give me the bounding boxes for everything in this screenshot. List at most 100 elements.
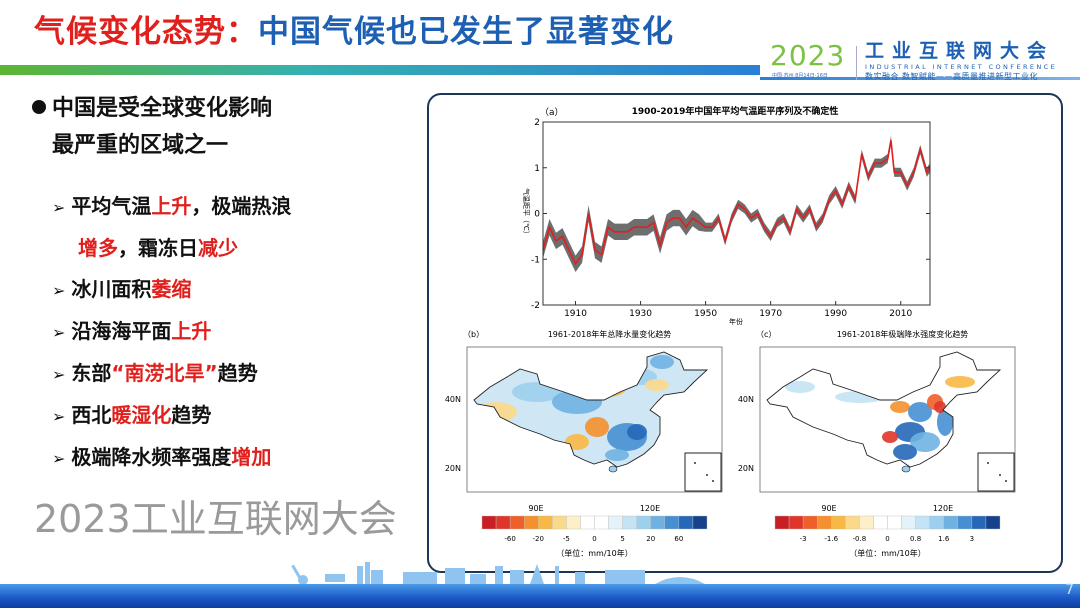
colorbar-swatch bbox=[887, 515, 902, 530]
colorbar-swatch bbox=[636, 515, 651, 530]
bullet-text: 平均气温 bbox=[71, 194, 152, 218]
trend-patch bbox=[605, 449, 629, 461]
colorbar-swatch bbox=[650, 515, 666, 530]
sub-bullet: ➢ 冰川面积萎缩 bbox=[32, 269, 291, 311]
colorbar-swatch bbox=[594, 515, 609, 530]
x-tick-label: 1950 bbox=[694, 309, 717, 319]
lat-label: 20N bbox=[738, 464, 754, 473]
bullet-text: 西北 bbox=[71, 403, 112, 427]
colorbar-swatch bbox=[774, 515, 790, 530]
x-tick-label: 1930 bbox=[629, 309, 652, 319]
page-number: 7 bbox=[1065, 582, 1074, 598]
temperature-series-line bbox=[542, 140, 931, 266]
bullet-text: 上升 bbox=[151, 194, 192, 218]
bullet-list: 中国是受全球变化影响 最严重的区域之一 ➢ 平均气温上升，极端热浪 增多，霜冻日减少… bbox=[32, 90, 291, 479]
slide-title: 气候变化态势：中国气候也已发生了显著变化 bbox=[34, 14, 674, 50]
trend-patch bbox=[627, 424, 647, 440]
sub-bullet: ➢ 平均气温上升，极端热浪 bbox=[32, 186, 291, 228]
colorbar-tick-label: -5 bbox=[563, 535, 570, 543]
china-border bbox=[766, 351, 1002, 468]
colorbar-swatch bbox=[859, 515, 874, 530]
map-label: （b） bbox=[463, 330, 484, 339]
logo-english: INDUSTRIAL INTERNET CONFERENCE bbox=[865, 63, 1058, 71]
colorbar-unit: （单位：mm/10年） bbox=[556, 548, 632, 558]
trend-patch bbox=[908, 402, 932, 422]
colorbar-swatch bbox=[495, 515, 511, 530]
colorbar-swatch bbox=[538, 515, 553, 530]
colorbar-tick-label: 5 bbox=[620, 535, 624, 543]
bullet-text: 暖湿化 bbox=[111, 403, 172, 427]
south-china-sea-inset bbox=[684, 452, 722, 492]
y-tick-label: 1 bbox=[534, 164, 540, 174]
bullet-text: “南涝北旱” bbox=[111, 361, 218, 385]
extreme-precipitation-map: （c） 1961-2018年极端降水强度变化趋势 40N 20N 90E 120E -3 -1… bbox=[738, 329, 1016, 558]
trend-patch bbox=[937, 408, 953, 436]
x-tick-label: 1970 bbox=[759, 309, 782, 319]
y-axis-label: 气温距平（℃） bbox=[522, 188, 531, 238]
colorbar-swatch bbox=[552, 515, 567, 530]
bullet-text: ，霜冻日 bbox=[118, 236, 198, 260]
colorbar-swatch bbox=[802, 515, 818, 530]
x-axis-label: 年份 bbox=[729, 317, 743, 326]
bullet-text: 趋势 bbox=[171, 403, 212, 427]
x-tick-label: 1910 bbox=[564, 309, 587, 319]
temperature-anomaly-chart: （a） 1900-2019年中国年平均气温距平序列及不确定性 1910 1930 195… bbox=[522, 105, 931, 326]
footer-band bbox=[0, 584, 1080, 608]
arrow-bullet-icon: ➢ bbox=[52, 323, 66, 342]
logo-year: 2023 bbox=[770, 39, 846, 72]
colorbar-tick-label: -20 bbox=[533, 535, 544, 543]
arrow-bullet-icon: ➢ bbox=[52, 407, 66, 426]
colorbar-swatch bbox=[692, 515, 708, 530]
island-dot bbox=[706, 474, 708, 476]
y-tick-label: 0 bbox=[534, 210, 540, 220]
colorbar-swatch bbox=[509, 515, 525, 530]
colorbar-tick-label: -3 bbox=[800, 535, 807, 543]
x-tick-label: 2010 bbox=[889, 309, 912, 319]
colorbar-tick-label: -1.6 bbox=[824, 535, 838, 543]
lon-label: 90E bbox=[821, 504, 836, 513]
china-region bbox=[767, 352, 1000, 467]
colorbar-swatch bbox=[985, 515, 1001, 530]
bullet-text: 增加 bbox=[231, 445, 272, 469]
colorbar-swatch bbox=[957, 515, 973, 530]
logo-underline bbox=[760, 77, 1080, 80]
trend-patch bbox=[645, 379, 669, 391]
bullet-text: 冰川面积 bbox=[71, 277, 152, 301]
sub-bullet: ➢ 西北暖湿化趋势 bbox=[32, 395, 291, 437]
lat-label: 20N bbox=[445, 464, 461, 473]
figure-panel: （a） 1900-2019年中国年平均气温距平序列及不确定性 1910 1930 195… bbox=[427, 93, 1063, 573]
trend-patch bbox=[785, 381, 815, 393]
colorbar-tick-label: 0 bbox=[592, 535, 596, 543]
map-title: 1961-2018年年总降水量变化趋势 bbox=[548, 329, 672, 339]
lon-label: 120E bbox=[640, 504, 660, 513]
sub-bullet: ➢ 沿海海平面上升 bbox=[32, 311, 291, 353]
colorbar-swatch bbox=[664, 515, 680, 530]
colorbar-swatch bbox=[523, 515, 539, 530]
colorbar-swatch bbox=[929, 515, 944, 530]
colorbar-swatch bbox=[622, 515, 637, 530]
logo-location: 中国·苏州 8月14日-16日 bbox=[772, 73, 828, 79]
trend-patch bbox=[890, 401, 910, 413]
y-tick-label: 2 bbox=[534, 118, 540, 128]
island-dot bbox=[987, 462, 989, 464]
colorbar-tick-label: 0.8 bbox=[910, 535, 921, 543]
bullet-text: 萎缩 bbox=[151, 277, 192, 301]
island-dot bbox=[999, 474, 1001, 476]
colorbar-tick-label: 20 bbox=[646, 535, 655, 543]
arrow-bullet-icon: ➢ bbox=[52, 281, 66, 300]
lon-label: 120E bbox=[933, 504, 953, 513]
trend-patch bbox=[893, 444, 917, 460]
island-dot bbox=[694, 462, 696, 464]
logo-name: 工业互联网大会 bbox=[865, 40, 1055, 62]
colorbar-swatch bbox=[915, 515, 930, 530]
bullet-text: 极端降水频率强度 bbox=[71, 445, 232, 469]
plot-frame bbox=[542, 121, 931, 306]
map-label: （c） bbox=[756, 330, 776, 339]
trend-patch bbox=[945, 376, 975, 388]
lat-label: 40N bbox=[738, 395, 754, 404]
industrial-skyline-decoration bbox=[291, 562, 705, 585]
bullet-dot-icon bbox=[32, 100, 46, 114]
conference-logo: 2023 中国·苏州 8月14日-16日 工业互联网大会 INDUSTRIAL … bbox=[770, 42, 1075, 82]
colorbar-swatch bbox=[845, 515, 860, 530]
map-title: 1961-2018年极端降水强度变化趋势 bbox=[837, 329, 969, 339]
